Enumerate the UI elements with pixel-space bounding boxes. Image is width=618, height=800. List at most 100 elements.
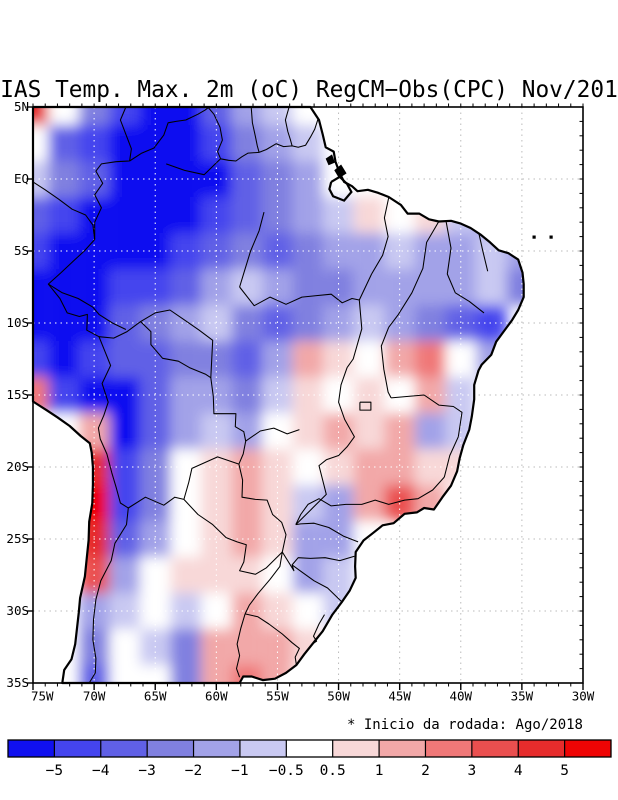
grid-cell: [48, 377, 79, 413]
lon-tick-label: 40W: [449, 689, 472, 704]
border-line: [478, 234, 489, 272]
grid-cell: [292, 485, 324, 521]
grid-cell: [109, 305, 140, 341]
grid-cell: [506, 269, 524, 305]
border-line: [455, 292, 485, 314]
grid-cell: [109, 269, 140, 305]
grid-cell: [170, 629, 202, 665]
colorbar-segment: [425, 740, 472, 757]
colorbar-segment: [332, 740, 380, 757]
grid-cell: [292, 413, 324, 449]
colorbar-segment: [193, 740, 240, 757]
grid-cell: [170, 449, 202, 485]
grid-cell: [353, 485, 385, 521]
border-line: [295, 476, 445, 525]
border-line: [295, 522, 359, 543]
grid-cell: [323, 269, 354, 305]
grid-cell: [33, 341, 49, 377]
colorbar-segment: [518, 740, 565, 757]
colorbar-tick-label: −1: [231, 763, 248, 779]
colorbar-tick-label: 0.5: [320, 763, 346, 779]
grid-cell: [414, 269, 446, 305]
colorbar-tick-label: 3: [467, 763, 476, 779]
grid-cell: [48, 233, 79, 269]
grid-cell: [201, 197, 232, 233]
colorbar-tick-label: −3: [138, 763, 155, 779]
lat-tick-label: 5S: [14, 243, 29, 258]
grid-cell: [139, 197, 171, 233]
island-dot: [549, 235, 553, 239]
grid-cell: [231, 629, 263, 665]
grid-cell: [78, 197, 110, 233]
border-line: [238, 463, 287, 553]
grid-cell: [201, 593, 232, 629]
border-line: [346, 273, 373, 368]
grid-cell: [109, 557, 140, 593]
colorbar-segment: [286, 740, 333, 757]
grid-cell: [139, 107, 171, 125]
border-line: [183, 456, 240, 500]
grid-cell: [109, 449, 140, 485]
lon-tick-label: 75W: [31, 689, 54, 704]
grid-cell: [445, 269, 477, 305]
grid-cell: [353, 269, 385, 305]
grid-cell: [33, 125, 49, 161]
grid-cell: [231, 107, 263, 125]
border-line: [128, 496, 185, 509]
border-line: [119, 106, 132, 162]
grid-cell: [201, 125, 232, 161]
border-line: [48, 283, 127, 330]
lat-tick-label: 5N: [14, 99, 29, 114]
border-line: [183, 499, 283, 575]
grid-cell: [353, 197, 385, 233]
grid-cell: [231, 305, 263, 341]
border-line: [291, 555, 355, 566]
grid-cell: [170, 269, 202, 305]
longitude-axis-labels: 75W 70W 65W 60W 55W 50W 45W 40W 35W 30W: [31, 689, 595, 704]
grid-cell: [476, 269, 507, 305]
grid-cell: [170, 197, 202, 233]
colorbar-tick-label: −4: [92, 763, 110, 779]
border-line: [94, 160, 130, 240]
lon-tick-label: 60W: [205, 689, 228, 704]
grid-cell: [109, 341, 140, 377]
grid-cell: [201, 107, 232, 125]
colorbar-tick-label: 5: [560, 763, 569, 779]
lon-tick-label: 55W: [266, 689, 289, 704]
grid-cell: [170, 557, 202, 593]
border-line: [244, 551, 283, 615]
grid-cell: [109, 197, 140, 233]
grid-cell: [231, 269, 263, 305]
colorbar-segment: [8, 740, 55, 757]
grid-cell: [109, 485, 140, 521]
grid-cell: [170, 161, 202, 197]
grid-cell: [109, 107, 140, 125]
border-line: [258, 117, 319, 153]
border-line: [284, 106, 293, 147]
grid-cell: [262, 593, 293, 629]
amazon-mouth-detail: [325, 154, 335, 166]
grid-cell: [109, 665, 140, 683]
grid-cell: [414, 341, 446, 377]
grid-cell: [109, 377, 140, 413]
grid-cell: [323, 197, 354, 233]
grid-cell: [33, 269, 49, 305]
grid-cell: [33, 107, 49, 125]
lat-tick-label: 15S: [6, 387, 29, 402]
grid-cell: [414, 413, 446, 449]
grid-cell: [231, 161, 263, 197]
grid-cell: [231, 197, 263, 233]
coastline: [31, 105, 525, 685]
grid-cell: [78, 269, 110, 305]
grid-cell: [231, 557, 263, 593]
offshore-islands: [532, 235, 553, 239]
colorbar-segment: [471, 740, 519, 757]
grid-cell: [170, 521, 202, 557]
axis-ticks: [26, 103, 584, 690]
grid-cell: [292, 557, 324, 593]
grid-cell: [384, 269, 415, 305]
grid-cell: [170, 305, 202, 341]
lat-tick-label: 35S: [6, 675, 29, 690]
colorbar-segment: [379, 740, 426, 757]
grid-cell: [231, 521, 263, 557]
